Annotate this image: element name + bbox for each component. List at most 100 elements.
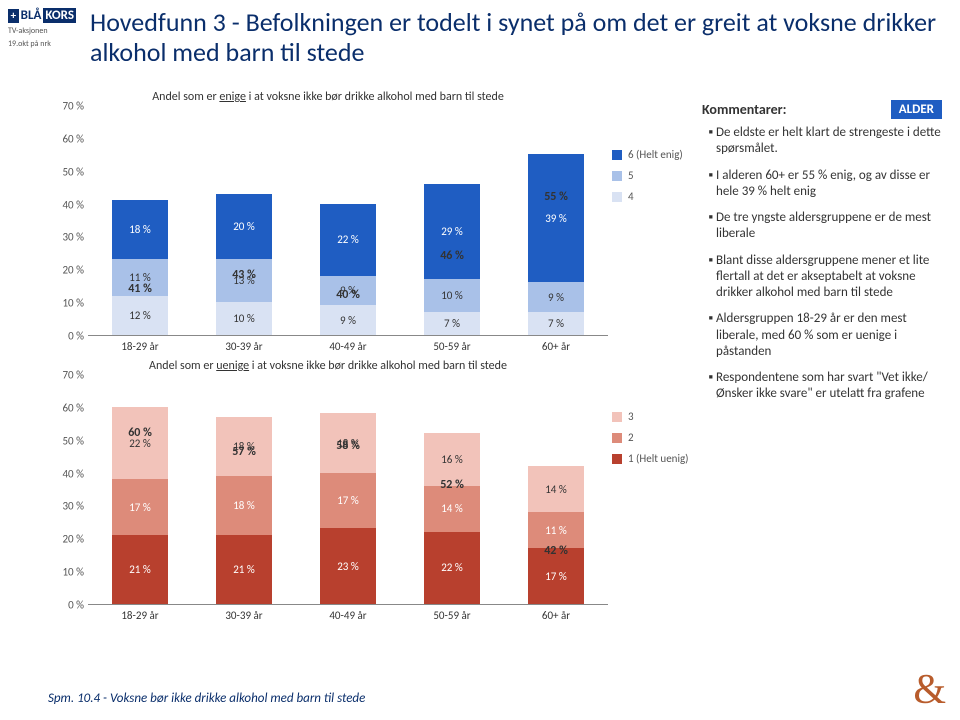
y-tick: 20 % — [62, 264, 84, 277]
legend-swatch-icon — [612, 433, 622, 443]
comment-item: Aldersgruppen 18-29 år er den mest liber… — [716, 311, 942, 360]
bar-stack: 7 %9 %39 % — [528, 154, 584, 335]
bars-area: 12 %11 %18 %41 % 10 %13 %20 %43 % 9 %9 %22… — [88, 106, 608, 336]
legend-item: 4 — [612, 190, 683, 203]
charts: Andel som er enige i at voksne ikke bør … — [48, 90, 608, 622]
age-badge: ALDER — [891, 100, 942, 119]
bar-segment: 7 % — [424, 312, 480, 335]
bar-total: 52 % — [440, 478, 464, 492]
bar-segment: 29 % — [424, 184, 480, 279]
bar-segment: 22 % — [112, 407, 168, 479]
bar-segment: 18 % — [112, 200, 168, 259]
y-tick: 50 % — [62, 165, 84, 178]
chart-plot: 0 %10 %20 %30 %40 %50 %60 %70 %12 %11 %1… — [48, 106, 608, 336]
y-tick: 30 % — [62, 500, 84, 513]
legend-item: 3 — [612, 410, 689, 423]
y-tick: 40 % — [62, 198, 84, 211]
bar-segment: 20 % — [216, 194, 272, 260]
legend-item: 5 — [612, 169, 683, 182]
x-label: 40-49 år — [306, 609, 390, 622]
comments-list: De eldste er helt klart de strengeste i … — [702, 125, 942, 403]
chart-plot: 0 %10 %20 %30 %40 %50 %60 %70 %21 %17 %2… — [48, 375, 608, 605]
y-axis: 0 %10 %20 %30 %40 %50 %60 %70 % — [48, 106, 88, 336]
footer-caption: Spm. 10.4 - Voksne bør ikke drikke alkoh… — [48, 691, 365, 706]
bar-segment: 17 % — [320, 473, 376, 529]
bar-segment: 12 % — [112, 296, 168, 335]
legend-swatch-icon — [612, 412, 622, 422]
chart-enige: Andel som er enige i at voksne ikke bør … — [48, 90, 608, 353]
comment-item: Respondentene som har svart "Vet ikke/Øn… — [716, 370, 942, 403]
y-tick: 70 % — [62, 369, 84, 382]
bar-stack: 17 %11 %14 % — [528, 466, 584, 604]
legend-item: 2 — [612, 431, 689, 444]
bar-total: 42 % — [544, 544, 568, 558]
legend-label: 2 — [628, 431, 634, 444]
legend-swatch-icon — [612, 192, 622, 202]
y-tick: 60 % — [62, 132, 84, 145]
comments-header: Kommentarer: — [702, 101, 787, 118]
bar-segment: 14 % — [424, 486, 480, 532]
bar-stack: 12 %11 %18 % — [112, 200, 168, 335]
bar-segment: 39 % — [528, 154, 584, 282]
plus-icon: + — [8, 9, 19, 23]
bar-segment: 9 % — [528, 282, 584, 312]
x-label: 60+ år — [514, 340, 598, 353]
bar-stack: 9 %9 %22 % — [320, 204, 376, 335]
bar-total: 46 % — [440, 249, 464, 263]
legend-swatch-icon — [612, 171, 622, 181]
chart-title: Andel som er enige i at voksne ikke bør … — [48, 90, 608, 104]
x-axis: 18-29 år30-39 år40-49 år50-59 år60+ år — [48, 340, 608, 353]
bar-total: 60 % — [128, 426, 152, 440]
bar-stack: 22 %14 %16 % — [424, 433, 480, 604]
bar-group: 21 %18 %18 %57 % — [202, 417, 286, 604]
y-tick: 0 % — [68, 599, 84, 612]
legend-label: 4 — [628, 190, 634, 203]
bar-segment: 14 % — [528, 466, 584, 512]
bar-group: 12 %11 %18 %41 % — [98, 200, 182, 335]
y-axis: 0 %10 %20 %30 %40 %50 %60 %70 % — [48, 375, 88, 605]
x-label: 30-39 år — [202, 609, 286, 622]
ampersand-icon: & — [913, 666, 946, 714]
legend-item: 6 (Helt enig) — [612, 148, 683, 161]
x-axis: 18-29 år 30-39 år 40-49 år 50-59 år 60+ år — [48, 609, 608, 622]
bar-total: 43 % — [232, 268, 256, 282]
bar-group: 17 %11 %14 %42 % — [514, 466, 598, 604]
x-label: 18-29 år — [98, 340, 182, 353]
comments-panel: Kommentarer: ALDER De eldste er helt kla… — [702, 100, 942, 413]
bar-segment: 7 % — [528, 312, 584, 335]
y-tick: 70 % — [62, 100, 84, 113]
y-tick: 50 % — [62, 434, 84, 447]
x-label: 30-39 år — [202, 340, 286, 353]
logo-brand: BLÅ — [21, 8, 42, 23]
logo: + BLÅ KORS TV-aksjonen 19.okt på nrk — [8, 8, 76, 49]
y-tick: 0 % — [68, 330, 84, 343]
legend-enige: 6 (Helt enig) 5 4 — [612, 148, 683, 211]
bar-segment: 9 % — [320, 305, 376, 335]
logo-sub2: 19.okt på nrk — [8, 40, 76, 49]
y-tick: 60 % — [62, 401, 84, 414]
legend-swatch-icon — [612, 454, 622, 464]
bar-stack: 10 %13 %20 % — [216, 194, 272, 335]
comment-item: I alderen 60+ er 55 % enig, og av disse … — [716, 168, 942, 201]
bar-group: 9 %9 %22 %40 % — [306, 204, 390, 335]
x-label: 50-59 år — [410, 609, 494, 622]
legend-label: 3 — [628, 410, 634, 423]
y-tick: 40 % — [62, 467, 84, 480]
chart-uenige: Andel som er uenige i at voksne ikke bør… — [48, 359, 608, 622]
bar-total: 57 % — [232, 445, 256, 459]
bar-group: 22 %14 %16 %52 % — [410, 433, 494, 604]
bars-area: 21 %17 %22 %60 %21 %18 %18 %57 %23 %17 %… — [88, 375, 608, 605]
x-label: 18-29 år — [98, 609, 182, 622]
comment-item: De tre yngste aldersgruppene er de mest … — [716, 210, 942, 243]
bar-total: 40 % — [336, 288, 360, 302]
legend-swatch-icon — [612, 150, 622, 160]
bar-total: 55 % — [544, 190, 568, 204]
bar-segment: 21 % — [216, 535, 272, 604]
x-label: 60+ år — [514, 609, 598, 622]
logo-sub1: TV-aksjonen — [8, 27, 76, 36]
bar-total: 41 % — [128, 282, 152, 296]
bar-segment: 18 % — [216, 476, 272, 535]
legend-label: 5 — [628, 169, 634, 182]
legend-uenige: 321 (Helt uenig) — [612, 410, 689, 473]
x-label: 50-59 år — [410, 340, 494, 353]
